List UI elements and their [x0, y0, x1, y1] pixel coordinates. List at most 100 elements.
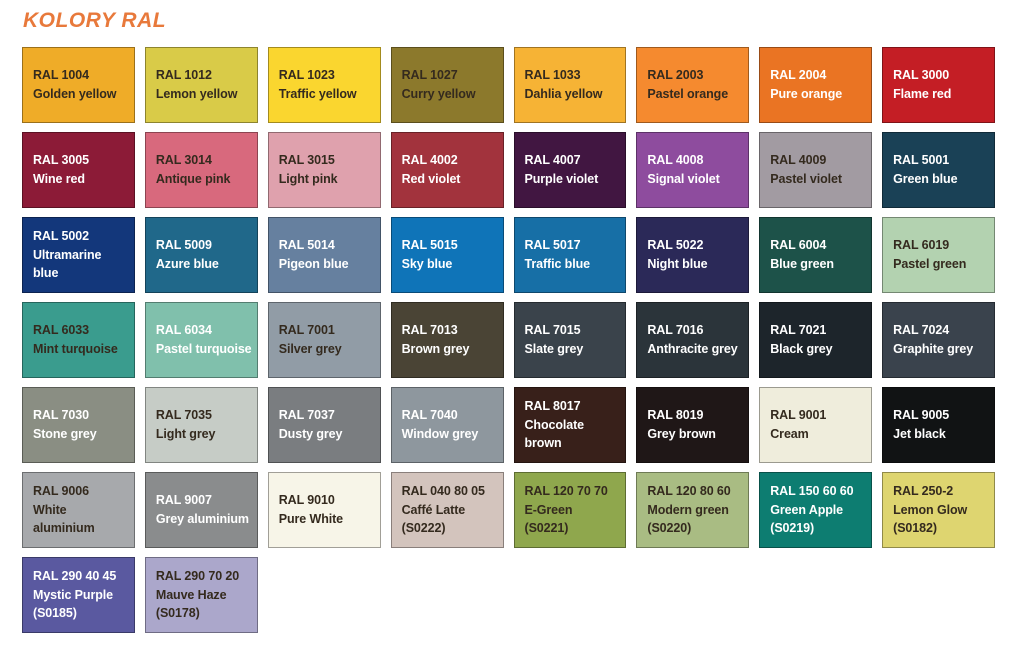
- swatch-code: RAL 5015: [401, 238, 458, 253]
- swatch-name: Stone grey: [33, 427, 97, 441]
- swatch-name: Curry yellow: [401, 87, 476, 101]
- color-swatch: RAL 4009 Pastel violet: [759, 132, 873, 208]
- color-swatch: RAL 5002 Ultramarine blue: [22, 217, 135, 293]
- color-swatch: RAL 7015 Slate grey: [513, 302, 627, 378]
- swatch-name: Green Apple: [770, 502, 844, 517]
- swatch-note: (S0185): [33, 606, 77, 621]
- swatch-name: Flame red: [893, 87, 952, 101]
- swatch-code: RAL 5001: [893, 153, 950, 168]
- color-swatch: RAL 5001 Green blue: [882, 132, 995, 208]
- swatch-name: Pure White: [278, 512, 344, 526]
- swatch-note: (S0182): [893, 521, 937, 536]
- swatch-code: RAL 1004: [33, 68, 89, 83]
- swatch-name: Purple violet: [524, 172, 599, 186]
- color-swatch: RAL 5022 Night blue: [636, 217, 750, 293]
- swatch-code: RAL 6019: [893, 238, 950, 253]
- color-swatch: RAL 7021 Black grey: [759, 302, 873, 378]
- swatch-name: Sky blue: [401, 257, 453, 271]
- swatch-code: RAL 7037: [278, 408, 335, 423]
- swatch-note: (S0220): [647, 521, 692, 536]
- swatch-code: RAL 040 80 05: [401, 483, 485, 498]
- swatch-name: Mint turquoise: [33, 342, 118, 356]
- swatch-name: Brown grey: [401, 342, 470, 356]
- swatch-code: RAL 9010: [278, 493, 335, 508]
- swatch-name: Mystic Purple: [33, 587, 113, 602]
- swatch-code: RAL 6004: [770, 238, 827, 253]
- swatch-name: Green blue: [893, 172, 958, 186]
- color-swatch: RAL 1033 Dahlia yellow: [513, 47, 627, 123]
- swatch-name: Cream: [770, 427, 809, 441]
- swatch-code: RAL 7021: [770, 323, 827, 338]
- swatch-note: (S0221): [524, 521, 569, 536]
- swatch-code: RAL 2003: [647, 68, 704, 83]
- swatch-name: Pastel turquoise: [155, 342, 252, 356]
- swatch-name: Slate grey: [524, 342, 584, 356]
- swatch-code: RAL 7015: [524, 323, 581, 338]
- color-swatch: RAL 4002 Red violet: [390, 132, 504, 208]
- swatch-name: Antique pink: [155, 172, 231, 186]
- swatch-name: Silver grey: [278, 342, 342, 356]
- swatch-name: Pastel orange: [647, 87, 729, 101]
- swatch-name: Light pink: [278, 172, 338, 186]
- color-swatch: RAL 7001 Silver grey: [267, 302, 381, 378]
- ral-color-chart: KOLORY RAL RAL 1004 Golden yellow RAL 10…: [22, 9, 995, 633]
- swatch-name: Traffic yellow: [278, 87, 357, 101]
- swatch-code: RAL 4002: [401, 153, 458, 168]
- swatch-name: Blue green: [770, 257, 834, 271]
- swatch-name: Modern green: [647, 502, 729, 517]
- swatch-code: RAL 290 70 20: [155, 568, 240, 583]
- swatch-name: Dahlia yellow: [524, 87, 603, 101]
- swatch-note: (S0222): [401, 521, 446, 536]
- color-swatch: RAL 5009 Azure blue: [144, 217, 258, 293]
- swatch-code: RAL 5017: [524, 238, 581, 253]
- color-swatch: RAL 9007 Grey aluminium: [144, 472, 258, 548]
- color-swatch: RAL 6004 Blue green: [759, 217, 873, 293]
- swatch-code: RAL 1012: [155, 68, 212, 83]
- swatch-name: Chocolate brown: [524, 417, 585, 451]
- swatch-name: Lemon Glow: [893, 502, 968, 517]
- swatch-code: RAL 4007: [524, 153, 581, 168]
- swatch-code: RAL 9001: [770, 408, 827, 423]
- swatch-code: RAL 9006: [33, 483, 89, 498]
- swatch-name: Anthracite grey: [647, 342, 738, 356]
- color-swatch: RAL 1012 Lemon yellow: [144, 47, 258, 123]
- color-swatch: RAL 8017 Chocolate brown: [513, 387, 627, 463]
- swatch-name: Golden yellow: [33, 87, 117, 101]
- swatch-code: RAL 3014: [155, 153, 212, 168]
- swatch-note: (S0219): [770, 521, 815, 536]
- color-swatch: RAL 6034 Pastel turquoise: [144, 302, 258, 378]
- color-swatch: RAL 9001 Cream: [759, 387, 873, 463]
- swatch-code: RAL 290 40 45: [33, 568, 117, 583]
- color-swatch: RAL 9005 Jet black: [882, 387, 995, 463]
- swatch-grid: RAL 1004 Golden yellow RAL 1012 Lemon ye…: [22, 47, 995, 633]
- swatch-code: RAL 3015: [278, 153, 335, 168]
- swatch-code: RAL 8019: [647, 408, 704, 423]
- color-swatch: RAL 7030 Stone grey: [22, 387, 135, 463]
- swatch-name: Pigeon blue: [278, 257, 349, 271]
- color-swatch: RAL 7035 Light grey: [144, 387, 258, 463]
- swatch-code: RAL 5022: [647, 238, 704, 253]
- color-swatch: RAL 7037 Dusty grey: [267, 387, 381, 463]
- swatch-name: Night blue: [647, 257, 708, 271]
- color-swatch: RAL 6019 Pastel green: [882, 217, 995, 293]
- color-swatch: RAL 2003 Pastel orange: [636, 47, 750, 123]
- swatch-name: Ultramarine blue: [33, 247, 102, 281]
- swatch-code: RAL 8017: [524, 398, 581, 413]
- color-swatch: RAL 7040 Window grey: [390, 387, 504, 463]
- swatch-code: RAL 3000: [893, 68, 950, 83]
- swatch-code: RAL 150 60 60: [770, 483, 854, 498]
- color-swatch: RAL 9006 White aluminium: [22, 472, 135, 548]
- swatch-code: RAL 6033: [33, 323, 89, 338]
- color-swatch: RAL 1023 Traffic yellow: [267, 47, 381, 123]
- swatch-code: RAL 1033: [524, 68, 581, 83]
- color-swatch: RAL 2004 Pure orange: [759, 47, 873, 123]
- swatch-name: White aluminium: [33, 502, 95, 536]
- swatch-code: RAL 1023: [278, 68, 335, 83]
- color-swatch: RAL 250-2 Lemon Glow (S0182): [882, 472, 995, 548]
- color-swatch: RAL 7016 Anthracite grey: [636, 302, 750, 378]
- color-swatch: RAL 5015 Sky blue: [390, 217, 504, 293]
- swatch-code: RAL 7001: [278, 323, 335, 338]
- swatch-name: Pastel green: [893, 257, 967, 271]
- swatch-code: RAL 4009: [770, 153, 827, 168]
- color-swatch: RAL 150 60 60 Green Apple (S0219): [759, 472, 873, 548]
